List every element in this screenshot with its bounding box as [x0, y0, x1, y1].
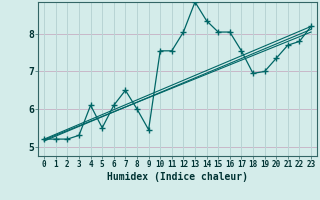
X-axis label: Humidex (Indice chaleur): Humidex (Indice chaleur) — [107, 172, 248, 182]
